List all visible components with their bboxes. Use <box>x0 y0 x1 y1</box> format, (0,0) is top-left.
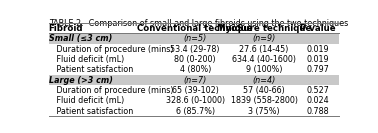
Text: Large (>3 cm): Large (>3 cm) <box>49 76 113 85</box>
Bar <box>49 106 339 116</box>
Text: 53.4 (29-78): 53.4 (29-78) <box>170 45 220 53</box>
Text: Conventional technique: Conventional technique <box>137 24 253 33</box>
Bar <box>49 23 339 34</box>
Text: 4 (80%): 4 (80%) <box>180 65 211 74</box>
Text: 57 (40-66): 57 (40-66) <box>243 86 285 95</box>
Text: Patient satisfaction: Patient satisfaction <box>49 65 133 74</box>
Text: Fluid deficit (mL): Fluid deficit (mL) <box>49 55 124 64</box>
Text: 1839 (558-2800): 1839 (558-2800) <box>231 96 297 105</box>
Text: Fluid deficit (mL): Fluid deficit (mL) <box>49 96 124 105</box>
Text: 0.788: 0.788 <box>306 107 329 116</box>
Text: 6 (85.7%): 6 (85.7%) <box>176 107 215 116</box>
Text: Patient satisfaction: Patient satisfaction <box>49 107 133 116</box>
Text: 80 (0-200): 80 (0-200) <box>174 55 216 64</box>
Text: Duration of procedure (mins): Duration of procedure (mins) <box>49 86 173 95</box>
Text: 65 (39-102): 65 (39-102) <box>172 86 218 95</box>
Bar <box>49 96 339 106</box>
Text: 328.6 (0-1000): 328.6 (0-1000) <box>166 96 225 105</box>
Text: (n=5): (n=5) <box>184 34 207 43</box>
Text: MyoSure technique: MyoSure technique <box>217 24 311 33</box>
Text: 0.019: 0.019 <box>306 55 329 64</box>
Text: (n=7): (n=7) <box>184 76 207 85</box>
Text: 3 (75%): 3 (75%) <box>248 107 280 116</box>
Bar <box>49 54 339 65</box>
Text: Duration of procedure (mins): Duration of procedure (mins) <box>49 45 173 53</box>
Text: TABLE 2.  Comparison of small and large fibroids using the two techniques: TABLE 2. Comparison of small and large f… <box>49 18 348 28</box>
Text: Fibroid: Fibroid <box>49 24 83 33</box>
Bar <box>49 85 339 96</box>
Text: 0.019: 0.019 <box>306 45 329 53</box>
Bar <box>49 44 339 54</box>
Text: 0.797: 0.797 <box>306 65 329 74</box>
Text: 0.527: 0.527 <box>306 86 329 95</box>
Text: 27.6 (14-45): 27.6 (14-45) <box>239 45 289 53</box>
Text: 634.4 (40-1600): 634.4 (40-1600) <box>232 55 296 64</box>
Text: Small (≤3 cm): Small (≤3 cm) <box>49 34 112 43</box>
Text: (n=9): (n=9) <box>253 34 276 43</box>
Text: 9 (100%): 9 (100%) <box>246 65 282 74</box>
Text: (n=4): (n=4) <box>253 76 276 85</box>
Bar <box>49 65 339 75</box>
Bar <box>49 34 339 44</box>
Text: P value: P value <box>300 24 335 33</box>
Bar <box>49 75 339 85</box>
Text: 0.024: 0.024 <box>306 96 329 105</box>
